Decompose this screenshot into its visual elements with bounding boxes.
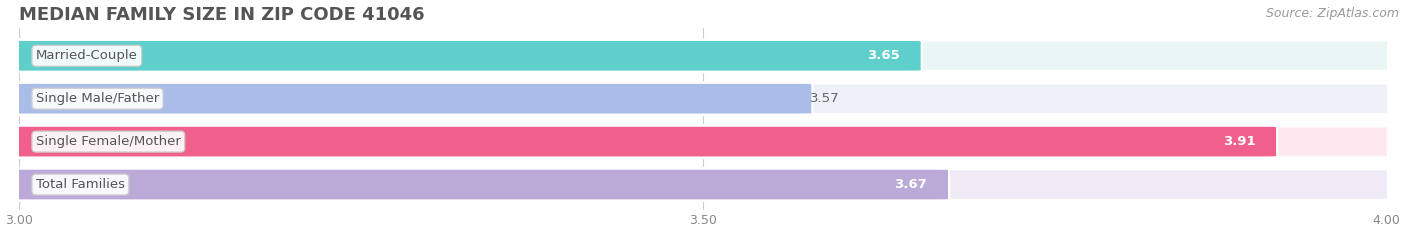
FancyBboxPatch shape [6,83,1400,115]
FancyBboxPatch shape [6,169,949,200]
FancyBboxPatch shape [6,40,1400,72]
FancyBboxPatch shape [6,169,1400,200]
FancyBboxPatch shape [6,83,813,115]
Text: Total Families: Total Families [37,178,125,191]
Text: 3.57: 3.57 [810,92,839,105]
FancyBboxPatch shape [6,40,922,72]
Text: 3.65: 3.65 [868,49,900,62]
FancyBboxPatch shape [6,126,1277,158]
Text: Single Female/Mother: Single Female/Mother [37,135,181,148]
Text: 3.91: 3.91 [1223,135,1256,148]
Text: 3.67: 3.67 [894,178,927,191]
Text: MEDIAN FAMILY SIZE IN ZIP CODE 41046: MEDIAN FAMILY SIZE IN ZIP CODE 41046 [20,6,425,24]
FancyBboxPatch shape [6,126,1400,158]
Text: Married-Couple: Married-Couple [37,49,138,62]
Text: Single Male/Father: Single Male/Father [37,92,159,105]
Text: Source: ZipAtlas.com: Source: ZipAtlas.com [1265,7,1399,20]
